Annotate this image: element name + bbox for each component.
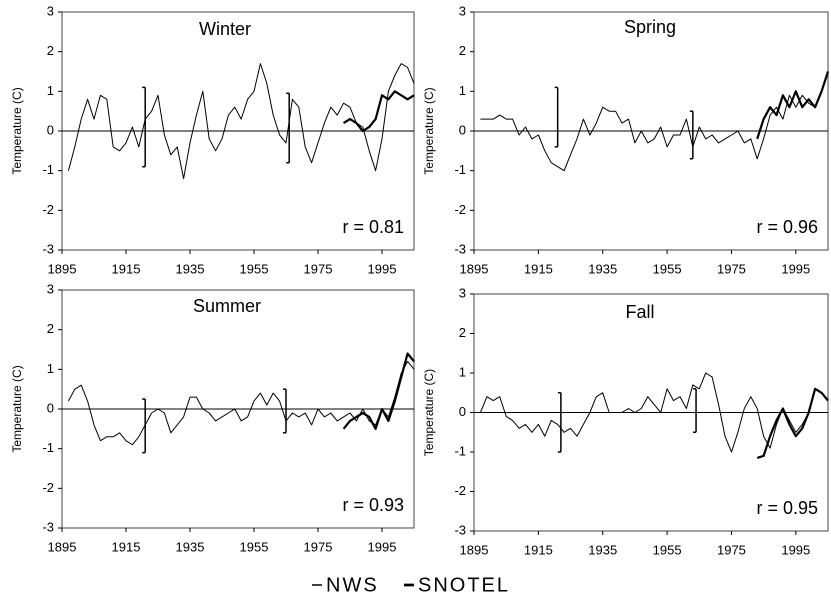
x-tick-label: 1895 xyxy=(460,542,489,557)
y-axis-label: Temperature (C) xyxy=(422,87,436,174)
y-tick-label: -3 xyxy=(42,519,54,534)
x-tick-label: 1995 xyxy=(368,261,397,276)
x-tick-label: 1995 xyxy=(368,539,397,554)
y-tick-label: 0 xyxy=(47,122,54,137)
series-line xyxy=(343,90,415,133)
series-line xyxy=(756,71,830,140)
y-tick-label: 2 xyxy=(459,325,466,340)
panel-title: Summer xyxy=(193,296,261,316)
y-tick-label: -3 xyxy=(454,241,466,256)
y-axis-label: Temperature (C) xyxy=(422,369,436,456)
series-line xyxy=(342,352,415,430)
panel: -3 -2 -1 0 1 2 3 1895 1915 1935 1955 1975 1995 Fall r … xyxy=(422,285,829,557)
x-tick-label: 1955 xyxy=(240,539,269,554)
x-tick-label: 1915 xyxy=(112,539,141,554)
y-tick-label: 2 xyxy=(47,43,54,58)
y-tick-label: -2 xyxy=(454,483,466,498)
x-tick-label: 1975 xyxy=(717,542,746,557)
error-bar xyxy=(693,388,697,433)
x-tick-label: 1955 xyxy=(653,261,682,276)
x-tick-label: 1915 xyxy=(112,261,141,276)
legend: NWS SNOTEL xyxy=(312,574,510,596)
x-tick-label: 1895 xyxy=(48,261,77,276)
x-tick-label: 1935 xyxy=(176,261,205,276)
x-tick-label: 1935 xyxy=(588,542,617,557)
panel-title: Fall xyxy=(625,302,654,322)
error-bar xyxy=(283,388,287,434)
y-tick-label: 0 xyxy=(47,400,54,415)
x-tick-label: 1915 xyxy=(524,542,553,557)
x-tick-label: 1975 xyxy=(304,261,333,276)
annotation: r = 0.96 xyxy=(756,217,818,237)
y-tick-label: -2 xyxy=(42,480,54,495)
y-tick-label: 1 xyxy=(459,364,466,379)
panel-title: Winter xyxy=(199,19,251,39)
error-bar xyxy=(557,392,562,453)
panel: -3 -2 -1 0 1 2 3 1895 1915 1935 1955 1975 1995 Spring… xyxy=(422,3,830,276)
y-axis-label: Temperature (C) xyxy=(10,365,24,452)
y-tick-label: -3 xyxy=(454,522,466,537)
y-tick-label: 1 xyxy=(47,361,54,376)
x-tick-label: 1935 xyxy=(176,539,205,554)
x-tick-label: 1935 xyxy=(588,261,617,276)
series-line xyxy=(67,360,415,446)
legend-label: NWS xyxy=(326,574,379,596)
x-tick-label: 1975 xyxy=(717,261,746,276)
y-tick-label: 3 xyxy=(459,285,466,300)
y-tick-label: 3 xyxy=(47,281,54,296)
error-bar xyxy=(286,92,290,164)
y-tick-label: -2 xyxy=(42,202,54,217)
x-tick-label: 1895 xyxy=(48,539,77,554)
x-tick-label: 1895 xyxy=(460,261,489,276)
y-tick-label: 1 xyxy=(47,83,54,98)
error-bar xyxy=(142,86,146,168)
x-tick-label: 1915 xyxy=(524,261,553,276)
y-tick-label: 3 xyxy=(459,3,466,18)
y-tick-label: 0 xyxy=(459,122,466,137)
series-line xyxy=(756,387,829,459)
y-tick-label: 2 xyxy=(459,43,466,58)
x-tick-label: 1995 xyxy=(781,261,810,276)
series-line xyxy=(480,71,829,172)
error-bar xyxy=(689,110,694,160)
series-line xyxy=(67,63,415,180)
panel: -3 -2 -1 0 1 2 3 1895 1915 1935 1955 1975 1995 Winter… xyxy=(10,3,415,276)
y-tick-label: 1 xyxy=(459,83,466,98)
y-tick-label: -1 xyxy=(42,440,54,455)
y-tick-label: 3 xyxy=(47,3,54,18)
y-tick-label: -1 xyxy=(454,443,466,458)
annotation: r = 0.95 xyxy=(756,498,818,518)
error-bar xyxy=(554,86,559,148)
legend-label: SNOTEL xyxy=(418,574,510,596)
y-tick-label: -1 xyxy=(42,162,54,177)
error-bar xyxy=(142,398,146,454)
annotation: r = 0.93 xyxy=(342,495,404,515)
panel: -3 -2 -1 0 1 2 3 1895 1915 1935 1955 1975 1995 Summer… xyxy=(10,281,415,554)
y-tick-label: 0 xyxy=(459,404,466,419)
x-tick-label: 1995 xyxy=(781,542,810,557)
y-axis-label: Temperature (C) xyxy=(10,87,24,174)
y-tick-label: -3 xyxy=(42,241,54,256)
y-tick-label: 2 xyxy=(47,321,54,336)
x-tick-label: 1975 xyxy=(304,539,333,554)
x-tick-label: 1955 xyxy=(240,261,269,276)
series-line xyxy=(479,372,829,453)
annotation: r = 0.81 xyxy=(342,217,404,237)
y-tick-label: -2 xyxy=(454,202,466,217)
panel-title: Spring xyxy=(624,17,676,37)
y-tick-label: -1 xyxy=(454,162,466,177)
x-tick-label: 1955 xyxy=(653,542,682,557)
